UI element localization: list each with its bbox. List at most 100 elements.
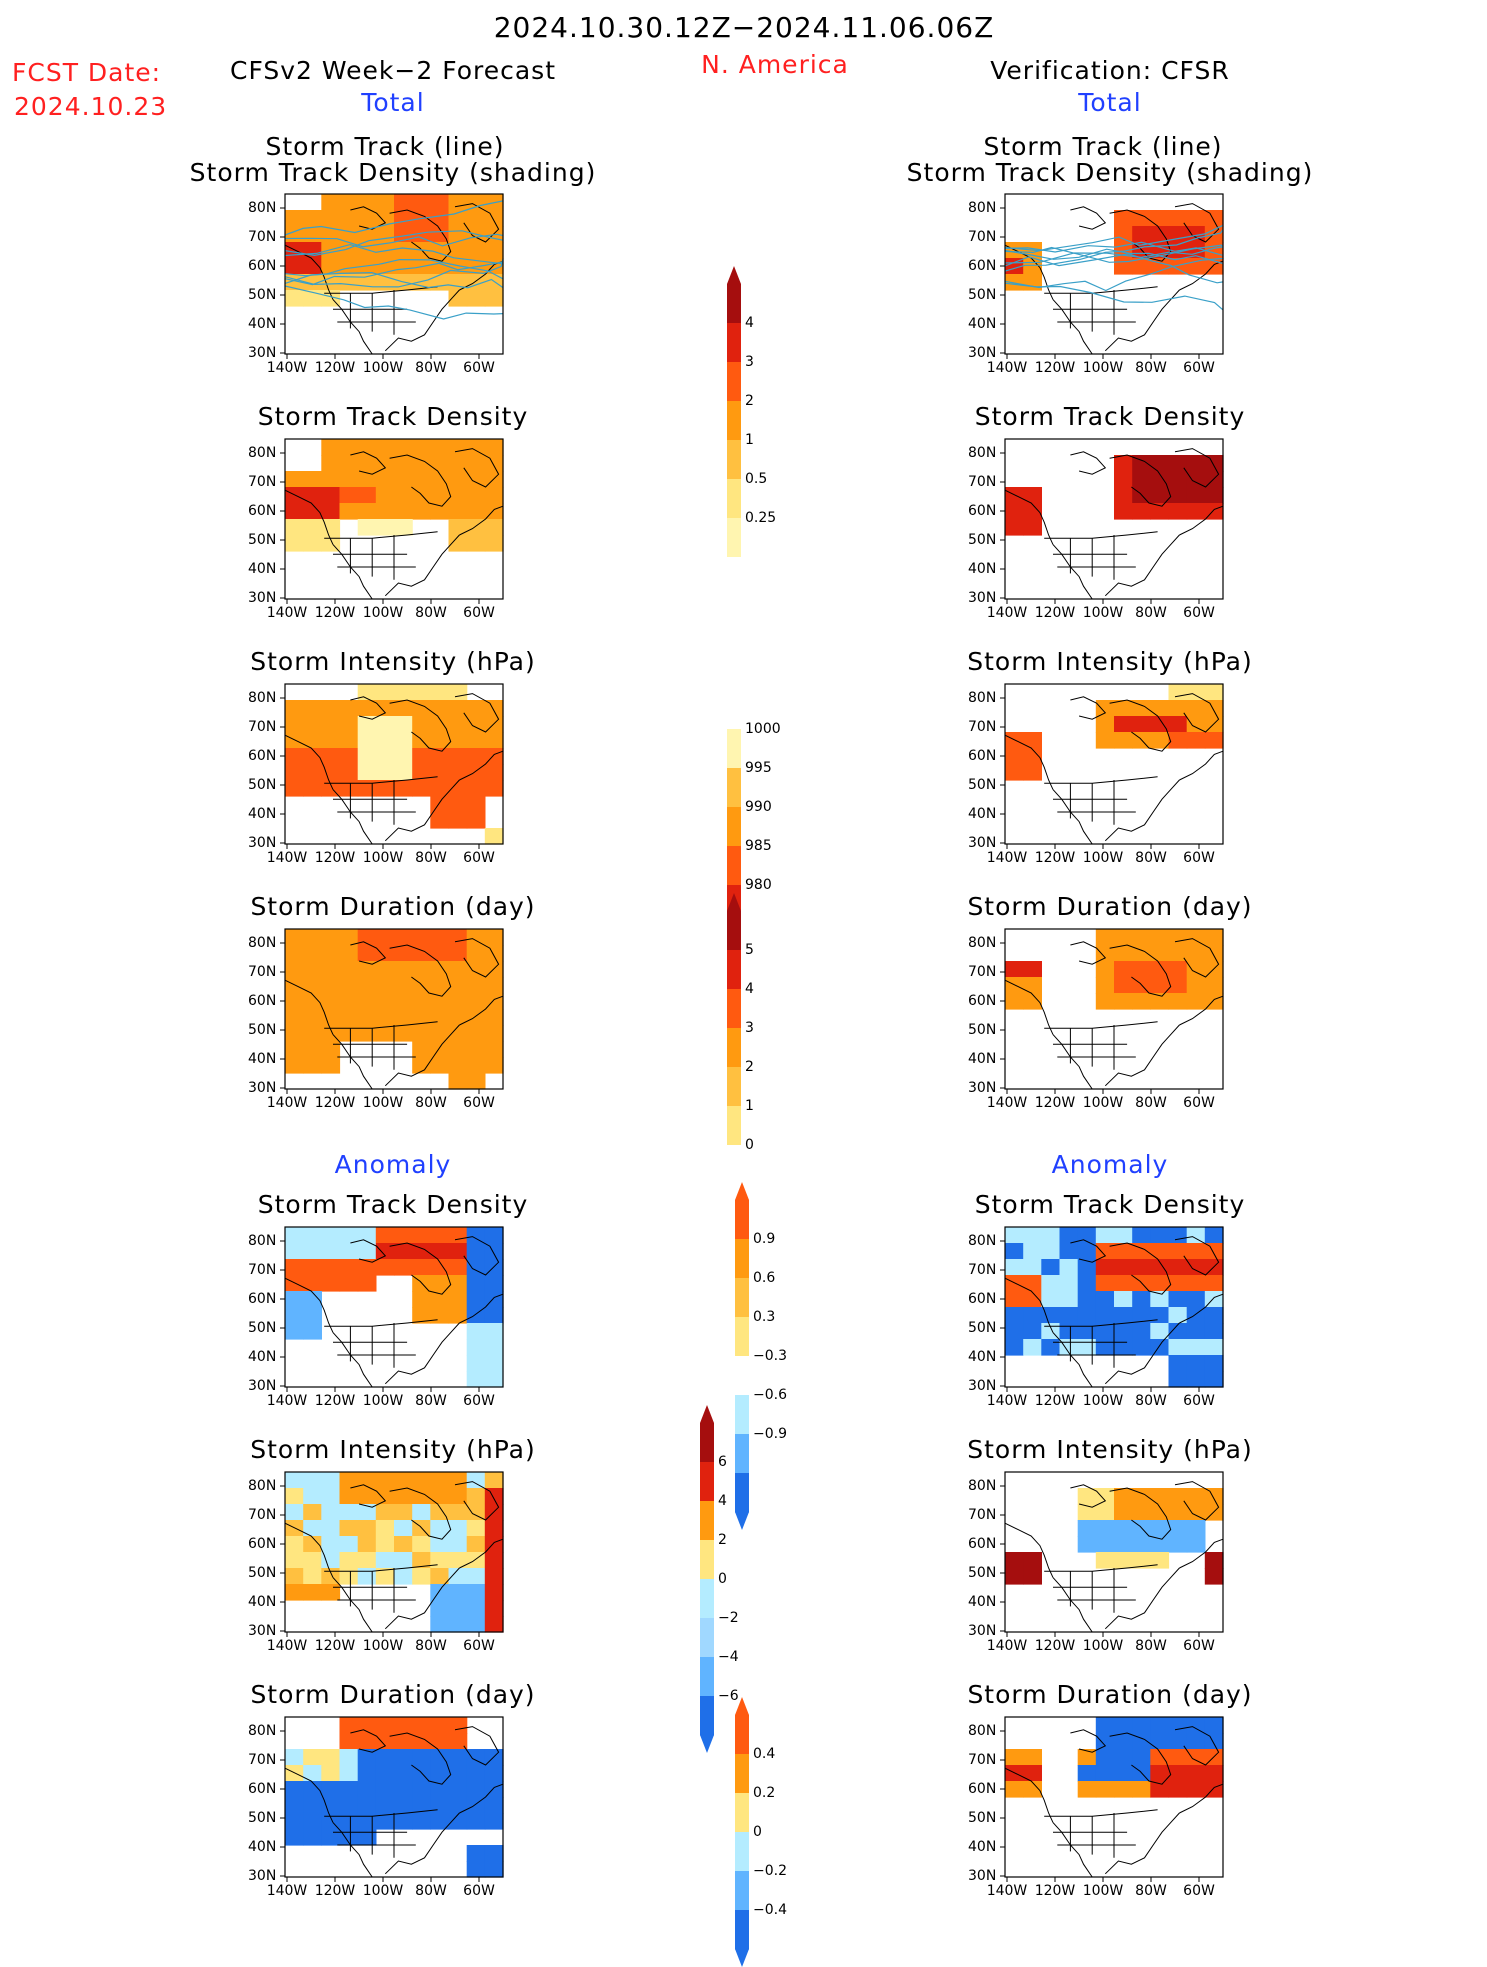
panel-title-track-shading-right: Storm Track Density (shading) [906, 158, 1314, 187]
map-left-5-svg [280, 1226, 504, 1392]
shading-cell [1168, 1259, 1188, 1276]
map-boundary-line [284, 1277, 334, 1333]
map-boundary-line [1052, 1034, 1093, 1090]
shading-cell [375, 194, 395, 211]
storm-track-line [1004, 257, 1224, 292]
shading-cell [357, 1829, 377, 1846]
map-boundary-line [389, 209, 452, 262]
colorbar-segment [735, 1239, 749, 1279]
lat-label: 30N [968, 1868, 997, 1884]
shading-cell [448, 455, 468, 472]
shading-cell [321, 471, 341, 488]
shading-cell [1114, 1488, 1133, 1505]
lat-label: 30N [248, 590, 277, 606]
map-boundary-line [389, 699, 452, 752]
shading-cell [1005, 503, 1024, 520]
shading-cell [466, 210, 486, 227]
shading-cell [484, 700, 504, 717]
shading-cell [394, 961, 413, 978]
shading-cell [285, 1552, 304, 1569]
map-left-4-svg [280, 928, 504, 1094]
panel-title-duration-right: Storm Duration (day) [967, 892, 1253, 921]
colorbar-label: 995 [745, 760, 772, 776]
shading-cell [375, 700, 395, 717]
lat-label: 60N [968, 503, 997, 519]
shading-cell [321, 1488, 341, 1505]
shading-cell [466, 1536, 486, 1553]
shading-cell [303, 1472, 322, 1489]
shading-cell [448, 1520, 468, 1537]
shading-cell [303, 1041, 322, 1058]
shading-cell [430, 1717, 450, 1734]
map-right-7: 80N 70N 60N 50N 40N 30N 140W 120W 100W 80W 60W [960, 1715, 1228, 1899]
shading-cell [430, 812, 450, 829]
lat-label: 80N [968, 1478, 997, 1494]
panel-title-intensity-anom-left: Storm Intensity (hPa) [250, 1435, 536, 1464]
shading-cell [394, 1536, 413, 1553]
shading-cell [484, 764, 504, 781]
shading-cell [466, 455, 486, 472]
shading-cell [303, 210, 322, 227]
shading-cell [375, 684, 395, 701]
shading-cell [1186, 1781, 1206, 1798]
shading-cell [1132, 929, 1151, 946]
shading-cell [1186, 961, 1206, 978]
shading-cell [1023, 961, 1042, 978]
shading-cell [484, 1520, 504, 1537]
shading-cell [412, 1536, 431, 1553]
shading-cell [321, 274, 341, 291]
shading-cell [448, 961, 468, 978]
shading-cell [430, 487, 450, 504]
map-boundary-line [332, 1332, 373, 1388]
colorbar-segment [727, 846, 741, 886]
shading-cell [1186, 1275, 1206, 1292]
shading-cell [430, 1520, 450, 1537]
shading-cell [466, 993, 486, 1010]
lon-label: 100W [1082, 1095, 1124, 1111]
shading-cell [285, 1323, 304, 1340]
total-label-right: Total [1078, 88, 1142, 117]
shading-cell [339, 1813, 359, 1830]
shading-cell [1186, 1504, 1206, 1521]
shading-cell [1132, 945, 1151, 962]
lon-label: 140W [986, 1883, 1028, 1899]
shading-cell [412, 1472, 431, 1489]
map-boundary-line [454, 1481, 500, 1521]
lon-label: 100W [1082, 1883, 1124, 1899]
lat-label: 80N [968, 1233, 997, 1249]
shading-cell [1132, 1488, 1151, 1505]
shading-cell [357, 194, 377, 211]
shading-cell [1204, 993, 1224, 1010]
colorbar-segment [727, 989, 741, 1029]
colorbar-density-anom: 0.9 0.6 0.3 −0.3 −0.6 −0.9 [735, 1182, 815, 1530]
shading-cell [285, 764, 304, 781]
shading-cell [285, 290, 304, 307]
shading-cell [394, 1733, 413, 1750]
shading-cell [1168, 929, 1188, 946]
shading-cell [484, 535, 504, 552]
map-boundary-line [454, 1236, 500, 1276]
shading-cell [1168, 258, 1188, 275]
lat-label: 50N [968, 1810, 997, 1826]
shading-cell [1023, 1243, 1042, 1260]
shading-cell [1005, 1227, 1024, 1244]
shading-cell [357, 716, 377, 733]
shading-cell [1077, 1520, 1097, 1537]
map-boundary-line [1179, 995, 1224, 1026]
lon-label: 80W [1135, 850, 1167, 866]
shading-cell [412, 1733, 431, 1750]
map-frame [284, 683, 504, 845]
shading-cell [394, 1552, 413, 1569]
shading-cell [1204, 1371, 1224, 1388]
shading-cell [1114, 503, 1133, 520]
shading-cell [412, 748, 431, 765]
shading-cell [1150, 487, 1170, 504]
anomaly-label-right: Anomaly [1051, 1150, 1169, 1179]
shading-cell [1077, 1536, 1097, 1553]
shading-cell [1186, 945, 1206, 962]
shading-cell [1114, 471, 1133, 488]
shading-cell [1114, 1275, 1133, 1292]
shading-cell [466, 1339, 486, 1356]
map-right-2-svg [1000, 438, 1224, 604]
shading-cell [448, 1025, 468, 1042]
